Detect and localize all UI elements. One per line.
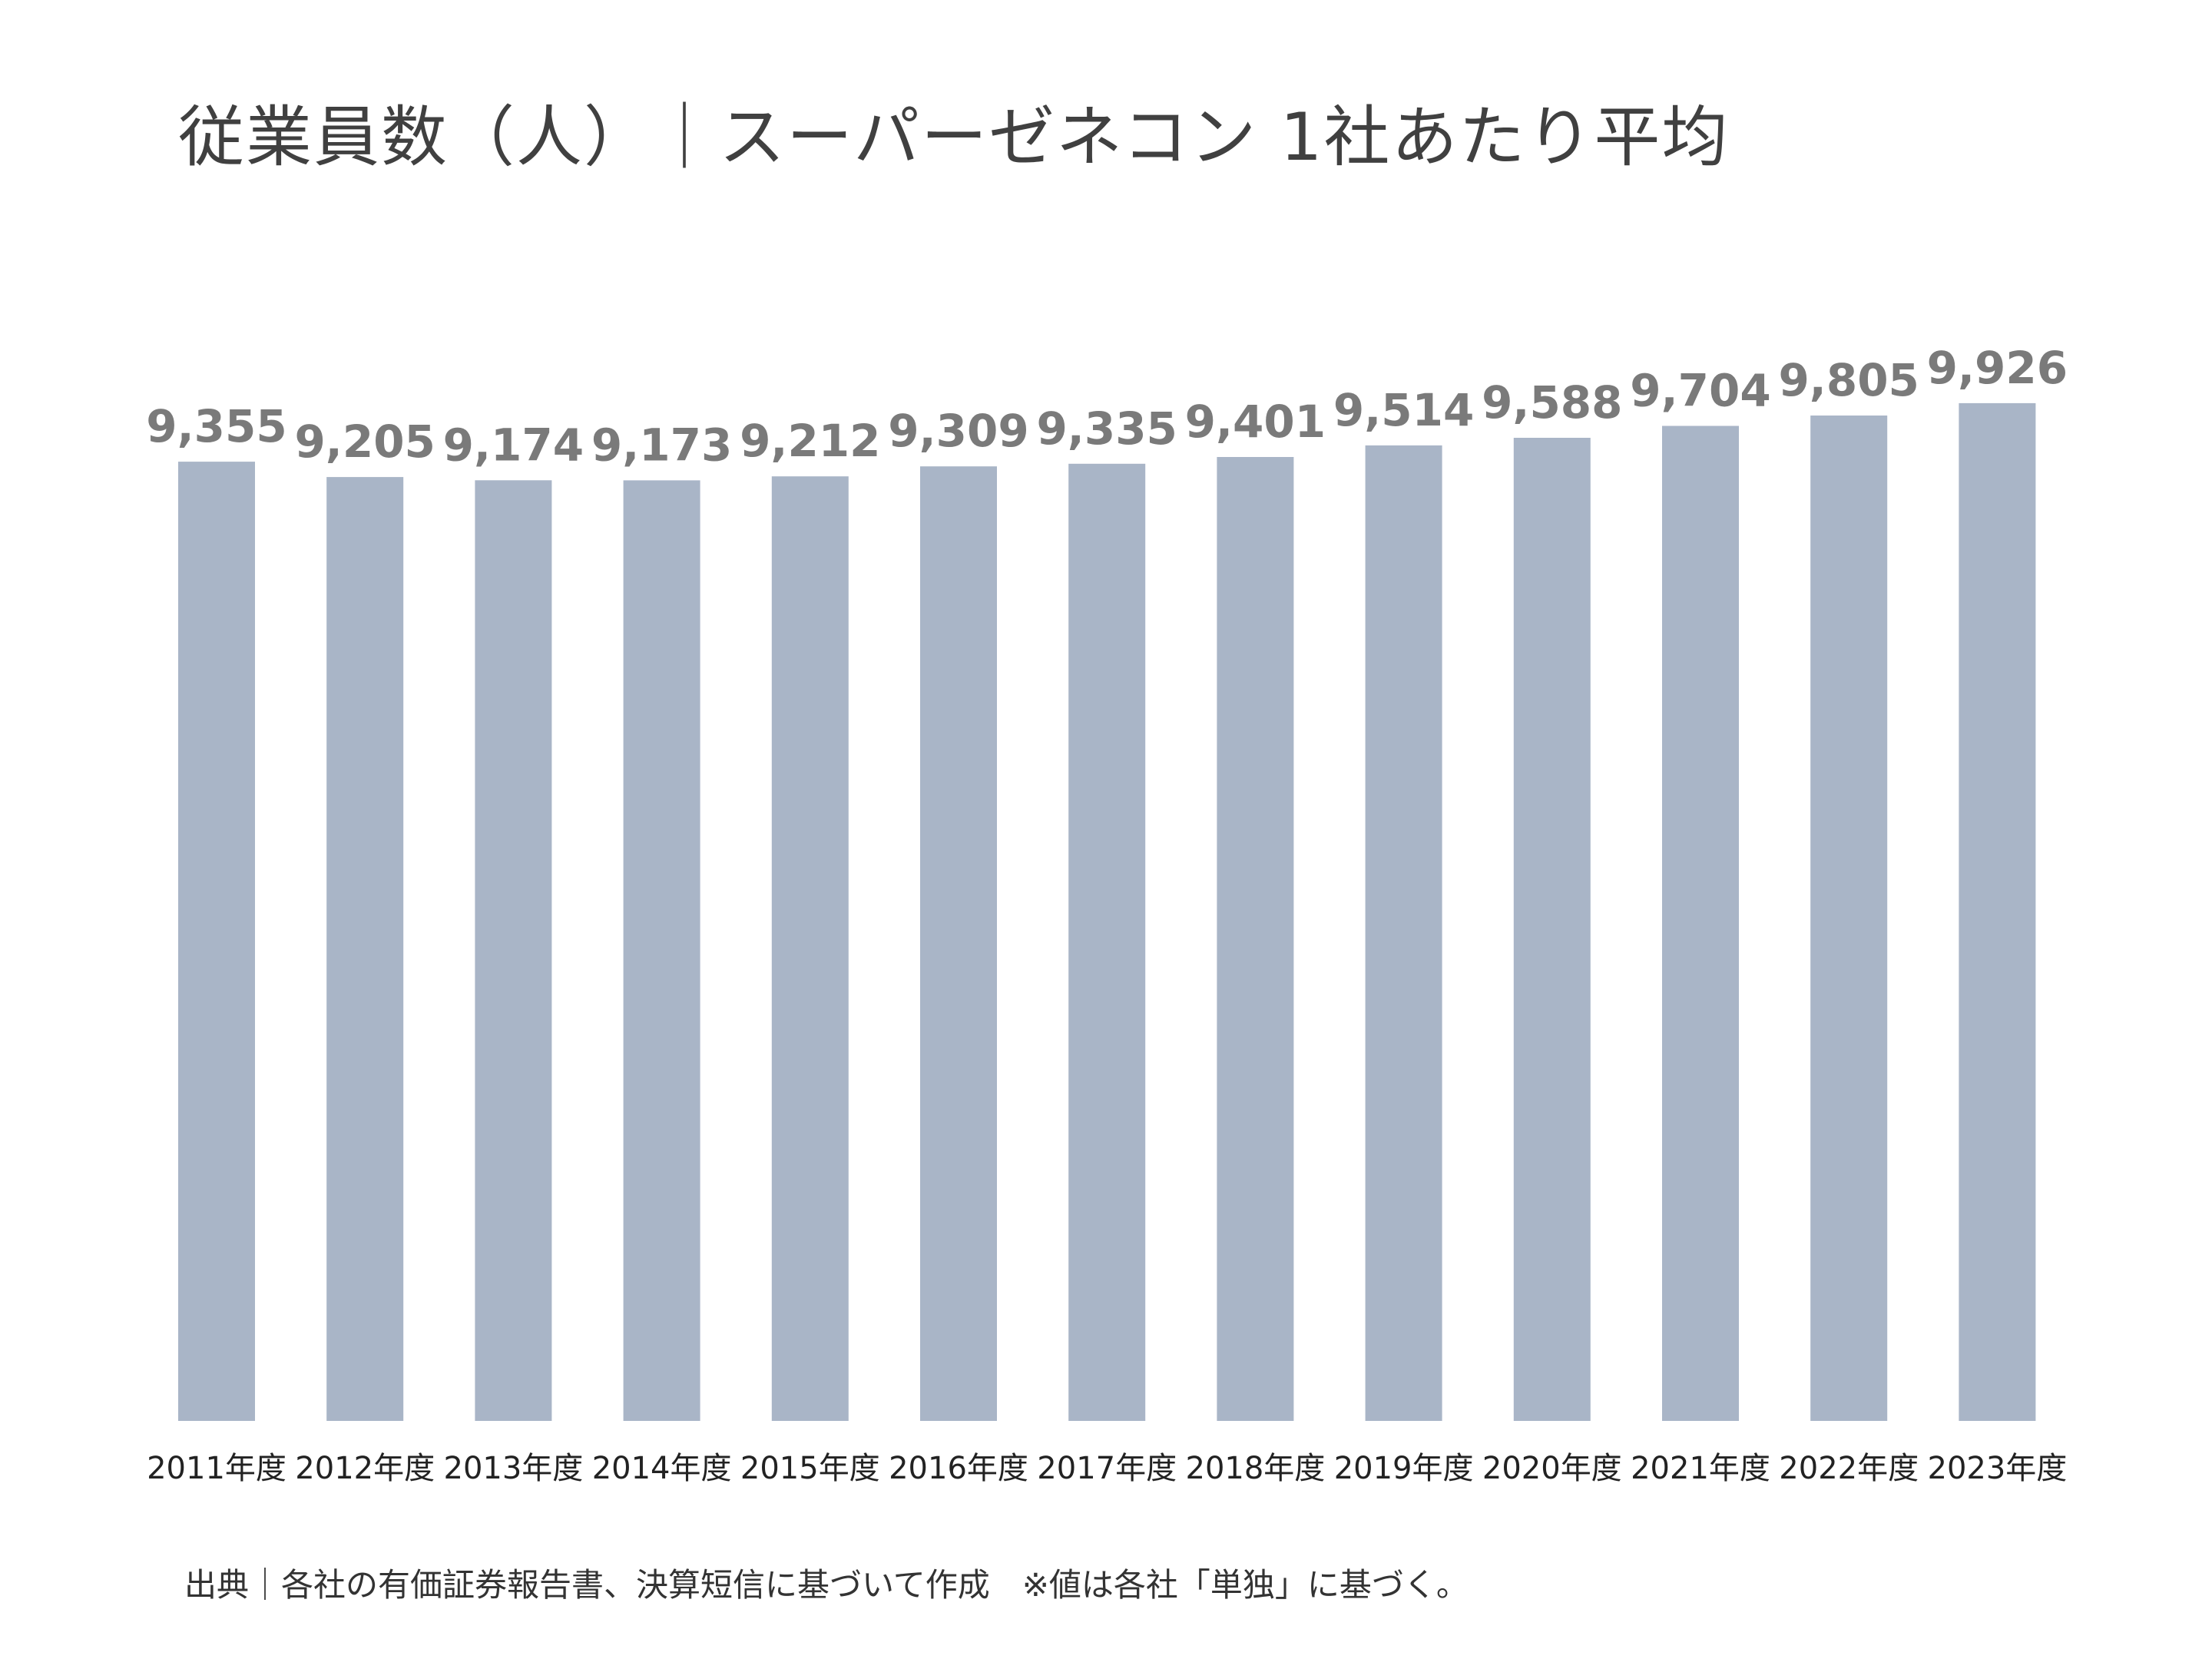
bar-value-label: 9,805 bbox=[1778, 354, 1919, 406]
x-tick-label: 2022年度 bbox=[1779, 1451, 1919, 1486]
x-tick-label: 2014年度 bbox=[592, 1451, 732, 1486]
bar-11 bbox=[1662, 426, 1739, 1421]
x-tick-label: 2019年度 bbox=[1334, 1451, 1474, 1486]
bar-3 bbox=[475, 480, 552, 1421]
bar-value-label: 9,704 bbox=[1630, 365, 1770, 417]
x-tick-label: 2011年度 bbox=[147, 1451, 286, 1486]
x-tick-label: 2018年度 bbox=[1186, 1451, 1326, 1486]
x-tick-label: 2017年度 bbox=[1037, 1451, 1177, 1486]
x-tick-label: 2012年度 bbox=[295, 1451, 435, 1486]
x-tick-label: 2020年度 bbox=[1482, 1451, 1622, 1486]
bar-value-label: 9,401 bbox=[1185, 396, 1326, 448]
source-note: 出典｜各社の有価証券報告書、決算短信に基づいて作成 ※値は各社「単独」に基づく。 bbox=[184, 1566, 1469, 1604]
bar-value-label: 9,355 bbox=[146, 400, 286, 452]
x-axis-labels-group: 2011年度 2012年度 2013年度 2014年度 2015年度 2016年度 2017… bbox=[147, 1451, 2067, 1486]
x-tick-label: 2021年度 bbox=[1631, 1451, 1770, 1486]
bar-1 bbox=[178, 462, 255, 1421]
bar-4 bbox=[623, 480, 700, 1421]
bar-value-label: 9,588 bbox=[1482, 376, 1622, 429]
bar-10 bbox=[1513, 438, 1591, 1421]
bar-13 bbox=[1959, 402, 2036, 1421]
bar-value-label: 9,173 bbox=[591, 419, 732, 471]
bar-5 bbox=[771, 476, 849, 1422]
x-tick-label: 2015年度 bbox=[740, 1451, 880, 1486]
chart-title: 従業員数（人）｜スーパーゼネコン 1社あたり平均 bbox=[178, 99, 1730, 176]
x-tick-label: 2023年度 bbox=[1928, 1451, 2068, 1486]
bar-6 bbox=[920, 466, 997, 1422]
x-tick-label: 2016年度 bbox=[889, 1451, 1028, 1486]
x-tick-label: 2013年度 bbox=[444, 1451, 584, 1486]
bar-2 bbox=[326, 477, 404, 1421]
bar-12 bbox=[1810, 416, 1888, 1421]
bar-7 bbox=[1068, 463, 1146, 1421]
bar-value-label: 9,926 bbox=[1927, 342, 2068, 394]
bar-value-label: 9,309 bbox=[888, 405, 1028, 457]
bar-value-label: 9,335 bbox=[1036, 402, 1177, 455]
bar-9 bbox=[1365, 445, 1442, 1421]
bar-value-label: 9,205 bbox=[294, 416, 435, 468]
bar-8 bbox=[1217, 457, 1294, 1421]
bar-value-label: 9,174 bbox=[443, 419, 584, 471]
value-labels-group: 9,355 9,205 9,174 9,173 9,212 9,309 9,335 9,401… bbox=[146, 342, 2068, 472]
bar-value-label: 9,514 bbox=[1333, 384, 1474, 436]
bar-value-label: 9,212 bbox=[740, 415, 880, 467]
bars-group bbox=[178, 402, 2036, 1422]
